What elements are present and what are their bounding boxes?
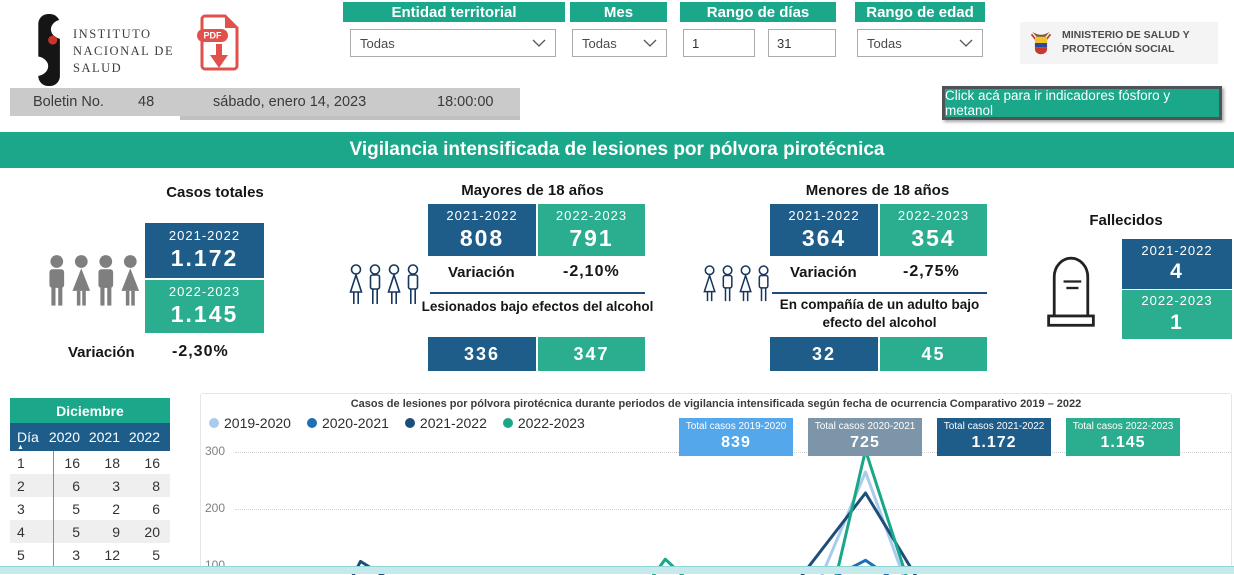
fallecidos-2021-2022-box: 2021-2022 4 bbox=[1122, 239, 1232, 289]
y-tick-300: 300 bbox=[205, 444, 226, 458]
filter-entidad-dropdown[interactable]: Todas bbox=[350, 29, 556, 57]
sort-asc-icon: ▲ bbox=[17, 444, 24, 451]
mayores-2021-2022-box: 2021-2022 808 bbox=[428, 204, 536, 256]
totales-variation-label: Variación bbox=[68, 344, 135, 361]
children-outline-icon bbox=[702, 264, 774, 311]
mayores-variation-value: -2,10% bbox=[563, 263, 620, 280]
chart-title: Casos de lesiones por pólvora pirotécnic… bbox=[350, 398, 1082, 410]
totales-variation-value: -2,30% bbox=[172, 343, 229, 360]
chevron-down-icon bbox=[643, 39, 657, 47]
svg-text:PDF: PDF bbox=[204, 31, 223, 41]
mayores-2022-2023-box: 2022-2023 791 bbox=[538, 204, 645, 256]
phosphorus-methanol-button[interactable]: Click acá para ir indicadores fósforo y … bbox=[942, 86, 1222, 120]
ins-logo-icon bbox=[23, 14, 77, 91]
legend-item-2022-2023[interactable]: 2022-2023 bbox=[502, 415, 585, 431]
colombia-coat-of-arms-icon bbox=[1030, 31, 1052, 55]
bulletin-date: sábado, enero 14, 2023 bbox=[213, 94, 367, 110]
filter-dias-label: Rango de días bbox=[680, 2, 836, 22]
menores-2022-2023-box: 2022-2023 354 bbox=[880, 204, 987, 256]
bulletin-time: 18:00:00 bbox=[437, 94, 494, 110]
menores-variation-value: -2,75% bbox=[903, 263, 960, 280]
mayores-alcohol-2021-box: 336 bbox=[428, 337, 536, 371]
bottom-section-edge bbox=[0, 566, 1234, 574]
column-2020[interactable]: 2020 bbox=[48, 429, 80, 445]
legend-item-2019-2020[interactable]: 2019-2020 bbox=[209, 415, 291, 431]
total-casos-2022-2023-box: Total casos 2022-2023 1.145 bbox=[1066, 418, 1180, 456]
table-row[interactable]: 4 5 9 20 bbox=[10, 520, 170, 543]
fallecidos-title: Fallecidos bbox=[1089, 212, 1163, 229]
adults-outline-icon bbox=[348, 262, 424, 313]
table-row[interactable]: 5 3 12 5 bbox=[17, 546, 160, 563]
table-month-header: Diciembre bbox=[10, 398, 170, 423]
menores-variation-label: Variación bbox=[790, 264, 857, 281]
ministry-name: MINISTERIO DE SALUD Y PROTECCIÓN SOCIAL bbox=[1062, 29, 1190, 55]
table-divider-line bbox=[53, 451, 54, 566]
mayores-title: Mayores de 18 años bbox=[461, 182, 604, 199]
legend-dot bbox=[306, 418, 317, 428]
total-casos-2019-2020-box: Total casos 2019-2020 839 bbox=[679, 418, 793, 456]
bulletin-number: 48 bbox=[138, 94, 155, 110]
column-2021[interactable]: 2021 bbox=[88, 429, 120, 445]
ministry-logo: MINISTERIO DE SALUD Y PROTECCIÓN SOCIAL bbox=[1020, 22, 1218, 64]
bulletin-label: Boletin No. bbox=[33, 94, 104, 110]
y-tick-200: 200 bbox=[205, 501, 226, 515]
mayores-subtitle: Lesionados bajo efectos del alcohol bbox=[421, 299, 654, 314]
bulletin-bar bbox=[10, 88, 520, 116]
filter-edad-label: Rango de edad bbox=[855, 2, 985, 22]
total-cases-row: Total casos 2019-2020 839 Total casos 202… bbox=[679, 418, 1180, 456]
menores-alcohol-2022-box: 45 bbox=[880, 337, 987, 371]
total-casos-2021-2022-box: Total casos 2021-2022 1.172 bbox=[937, 418, 1051, 456]
menores-2021-2022-box: 2021-2022 364 bbox=[770, 204, 878, 256]
filter-mes-dropdown[interactable]: Todas bbox=[572, 29, 667, 57]
line-chart-panel: Casos de lesiones por pólvora pirotécnic… bbox=[200, 393, 1232, 575]
menores-title: Menores de 18 años bbox=[805, 182, 950, 199]
legend-dot bbox=[209, 418, 219, 428]
fallecidos-2022-2023-box: 2022-2023 1 bbox=[1122, 290, 1232, 339]
filter-edad-dropdown[interactable]: Todas bbox=[857, 29, 983, 57]
table-row[interactable]: 1 16 18 16 bbox=[17, 454, 160, 471]
totales-title: Casos totales bbox=[166, 184, 264, 201]
gridline-200 bbox=[235, 509, 1231, 510]
total-casos-2020-2021-box: Total casos 2020-2021 725 bbox=[808, 418, 922, 456]
chevron-down-icon bbox=[959, 39, 973, 47]
mayores-alcohol-2022-box: 347 bbox=[538, 337, 645, 371]
mayores-variation-label: Variación bbox=[448, 264, 515, 281]
legend-dot bbox=[404, 418, 415, 428]
tombstone-icon bbox=[1043, 247, 1099, 334]
legend-item-2021-2022[interactable]: 2021-2022 bbox=[404, 415, 487, 431]
filter-mes-label: Mes bbox=[570, 2, 667, 22]
page-title: Vigilancia intensificada de lesiones por… bbox=[0, 132, 1234, 168]
pdf-download-icon[interactable]: PDF bbox=[196, 14, 242, 77]
dias-from-input[interactable] bbox=[683, 29, 755, 57]
totales-2022-2023-box: 2022-2023 1.145 bbox=[145, 280, 264, 333]
ins-logo-text: Instituto Nacional de Salud bbox=[73, 27, 175, 75]
mayores-divider bbox=[430, 292, 645, 294]
totales-2021-2022-box: 2021-2022 1.172 bbox=[145, 223, 264, 278]
people-group-icon bbox=[46, 246, 144, 327]
filter-entidad-label: Entidad territorial bbox=[343, 2, 565, 22]
chevron-down-icon bbox=[532, 39, 546, 47]
menores-divider bbox=[772, 292, 987, 294]
menores-alcohol-2021-box: 32 bbox=[770, 337, 878, 371]
chart-legend: 2019-2020 2020-2021 2021-2022 2022-2023 bbox=[209, 415, 585, 431]
table-column-header: Día ▲ 2020 2021 2022 bbox=[10, 423, 170, 451]
column-dia[interactable]: Día ▲ bbox=[17, 429, 39, 451]
legend-dot bbox=[502, 418, 513, 428]
menores-subtitle: En compañía de un adulto bajo efecto del… bbox=[779, 297, 980, 330]
dias-to-input[interactable] bbox=[768, 29, 836, 57]
legend-item-2020-2021[interactable]: 2020-2021 bbox=[306, 415, 389, 431]
column-2022[interactable]: 2022 bbox=[128, 429, 160, 445]
